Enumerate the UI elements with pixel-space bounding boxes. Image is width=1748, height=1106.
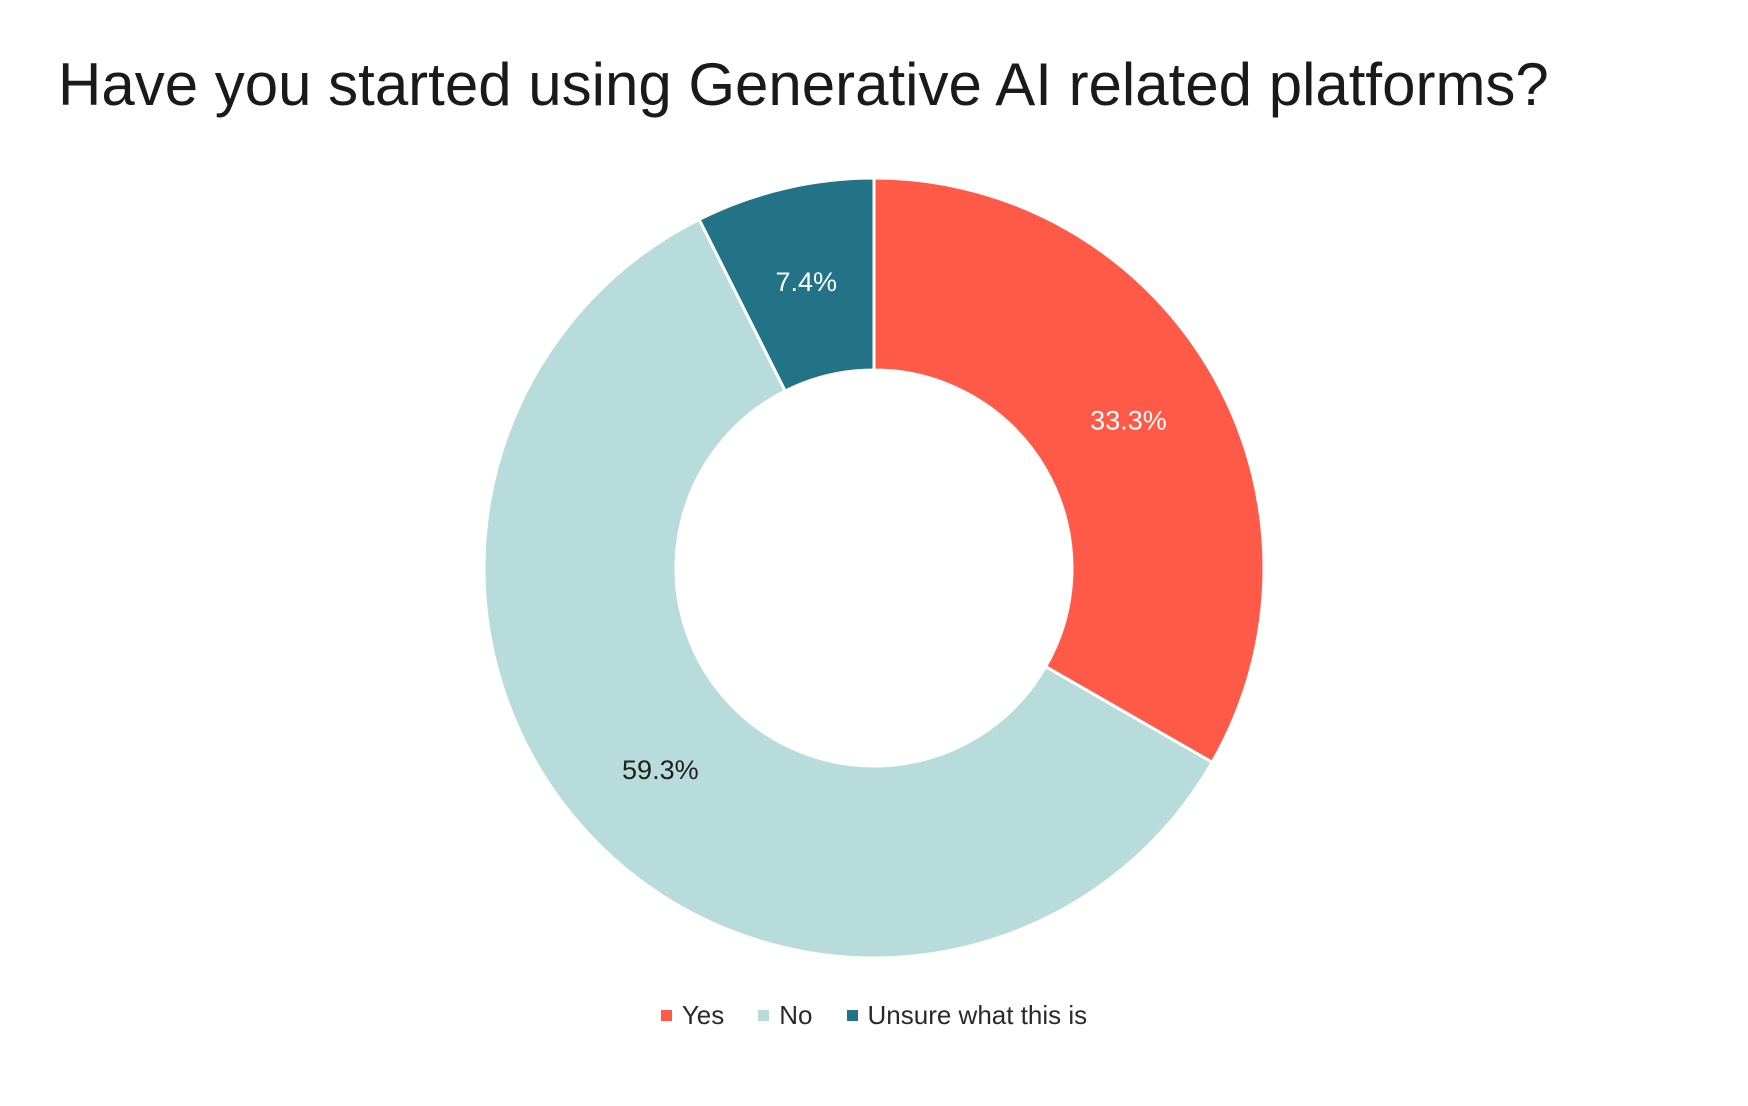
legend-swatch-yes (660, 1010, 672, 1021)
legend-label-yes: Yes (681, 1000, 725, 1030)
donut-slice-unsure (697, 176, 876, 394)
chart-title: Have you started using Generative AI rel… (58, 51, 1549, 118)
data-label-no: 59.3% (622, 755, 699, 785)
legend-swatch-unsure (846, 1010, 858, 1021)
data-label-yes: 33.3% (1090, 406, 1167, 436)
legend-label-no: No (779, 1000, 813, 1030)
legend-item-yes: Yes (660, 1000, 725, 1031)
legend-swatch-no (758, 1010, 770, 1021)
legend-label-unsure: Unsure what this is (867, 1000, 1088, 1030)
legend-item-unsure: Unsure what this is (846, 1000, 1088, 1031)
chart-legend: Yes No Unsure what this is (0, 1000, 1748, 1031)
legend-item-no: No (758, 1000, 813, 1031)
data-label-unsure: 7.4% (775, 267, 837, 297)
donut-slice-yes (872, 176, 1266, 765)
donut-slice-no (482, 217, 1215, 960)
